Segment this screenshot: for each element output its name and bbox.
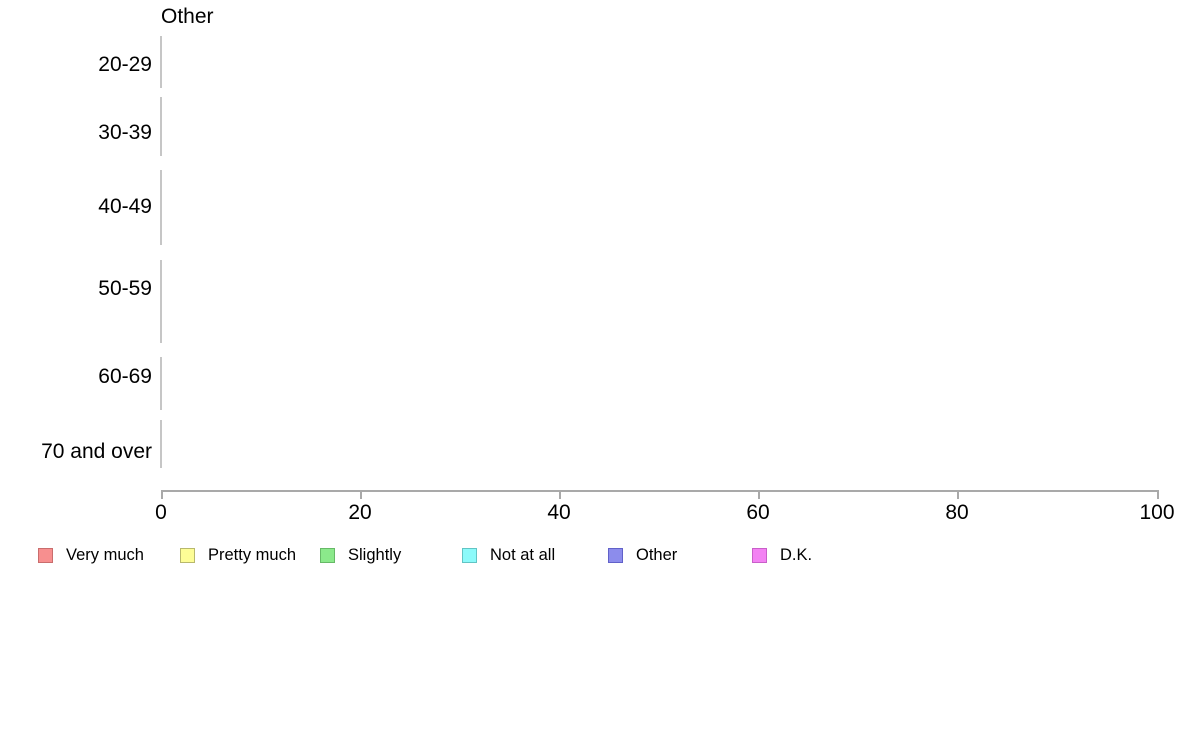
x-axis-tick-label: 100 <box>1139 501 1175 524</box>
legend-swatch <box>38 548 53 563</box>
y-axis-segment <box>160 260 162 343</box>
y-axis-segment <box>160 36 162 88</box>
y-axis-label: 20-29 <box>98 53 152 76</box>
x-axis-tick <box>360 490 362 499</box>
x-axis-tick-label: 0 <box>155 501 167 524</box>
x-axis-tick <box>758 490 760 499</box>
y-axis-label: 60-69 <box>98 365 152 388</box>
legend-label: Very much <box>66 546 144 564</box>
legend-label: Slightly <box>348 546 402 564</box>
y-axis-label: 50-59 <box>98 277 152 300</box>
x-axis-tick <box>1157 490 1159 499</box>
legend-label: Not at all <box>490 546 556 564</box>
chart-legend: Very much Pretty much Slightly Not at al… <box>0 544 1188 572</box>
y-axis-label: 70 and over <box>41 440 152 463</box>
legend-swatch <box>462 548 477 563</box>
x-axis-tick <box>957 490 959 499</box>
x-axis-tick-label: 80 <box>945 501 969 524</box>
y-axis-label: 30-39 <box>98 121 152 144</box>
legend-label: Other <box>636 546 678 564</box>
legend-swatch <box>752 548 767 563</box>
y-axis-label: 40-49 <box>98 195 152 218</box>
y-axis-segment <box>160 97 162 156</box>
legend-label: Pretty much <box>208 546 297 564</box>
x-axis-line <box>161 490 1158 492</box>
legend-swatch <box>608 548 623 563</box>
y-axis-segment <box>160 420 162 468</box>
y-axis-segment <box>160 170 162 245</box>
x-axis-tick-label: 20 <box>348 501 372 524</box>
x-axis-tick-label: 60 <box>746 501 770 524</box>
x-axis-tick <box>559 490 561 499</box>
chart-title: Other <box>161 5 214 28</box>
legend-label: D.K. <box>780 546 813 564</box>
x-axis-tick <box>161 490 163 499</box>
legend-swatch <box>180 548 195 563</box>
x-axis-tick-label: 40 <box>547 501 571 524</box>
y-axis-segment <box>160 357 162 410</box>
legend-swatch <box>320 548 335 563</box>
